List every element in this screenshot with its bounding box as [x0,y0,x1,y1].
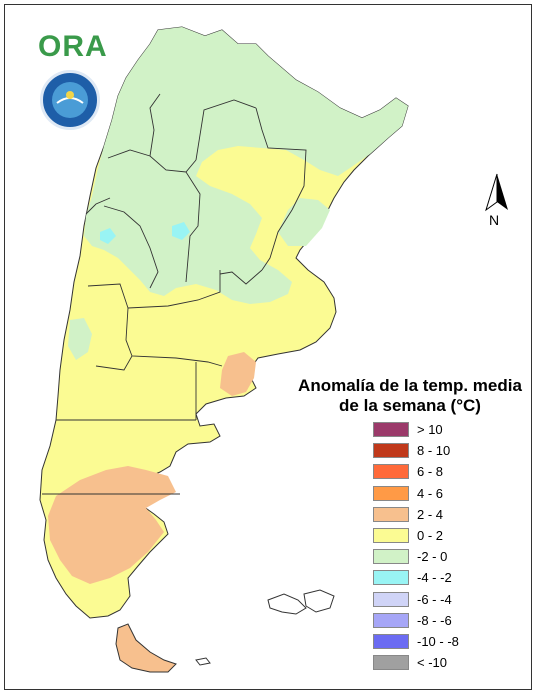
legend-label: -4 - -2 [417,570,452,586]
legend-swatch [373,633,409,649]
legend-item: -6 - -4 [373,589,459,610]
legend-label: 4 - 6 [417,485,444,501]
zone-green-east [278,198,330,246]
province-borders [42,93,307,495]
seal-emblem-icon [52,82,88,118]
legend-item: -2 - 0 [373,546,459,567]
legend-item: -4 - -2 [373,567,459,588]
legend-label: -10 - -8 [417,633,459,649]
legend-label: -8 - -6 [417,612,452,628]
legend-label: > 10 [417,422,443,438]
legend-label: -6 - -4 [417,591,452,607]
legend-label: -2 - 0 [417,549,448,565]
legend-label: 6 - 8 [417,464,444,480]
malvinas-islands [267,589,335,615]
official-seal-icon [40,70,100,130]
north-label: N [489,212,500,228]
legend-item: 8 - 10 [373,440,459,461]
legend-label: 2 - 4 [417,506,444,522]
legend-title-line1: Anomalía de la temp. media [298,376,522,395]
legend-swatch [373,464,409,480]
legend-item: 0 - 2 [373,525,459,546]
legend-title-line2: de la semana (°C) [339,396,481,415]
legend-swatch [373,506,409,522]
ora-logo: ORA [38,30,108,63]
legend-label: 8 - 10 [417,443,451,459]
legend-item: -10 - -8 [373,631,459,652]
legend-swatch [373,655,409,671]
legend-item: 2 - 4 [373,504,459,525]
zone-cyan-1 [100,228,116,244]
zone-green-west [68,318,92,360]
legend-swatch [373,443,409,459]
zone-cyan-2 [172,222,190,240]
legend-swatch [373,591,409,607]
zone-orange-tierra-del-fuego [115,623,177,673]
zone-orange-coast [220,352,256,396]
legend-item: -8 - -6 [373,610,459,631]
legend-swatch [373,485,409,501]
small-island [195,657,211,666]
map-frame [4,4,532,690]
zone-green-north [84,27,408,304]
legend-item: < -10 [373,652,459,673]
north-arrow-icon [485,173,508,212]
legend-title: Anomalía de la temp. media de la semana … [296,376,524,416]
legend-swatch [373,422,409,438]
zone-orange-patagonia [48,466,176,584]
legend-label: 0 - 2 [417,528,444,544]
legend: > 10 8 - 10 6 - 8 4 - 6 2 - 4 0 - 2 -2 -… [373,419,459,673]
legend-item: 6 - 8 [373,461,459,482]
legend-swatch [373,549,409,565]
legend-item: > 10 [373,419,459,440]
legend-swatch [373,612,409,628]
legend-swatch [373,528,409,544]
legend-swatch [373,570,409,586]
legend-item: 4 - 6 [373,483,459,504]
legend-label: < -10 [417,655,447,671]
